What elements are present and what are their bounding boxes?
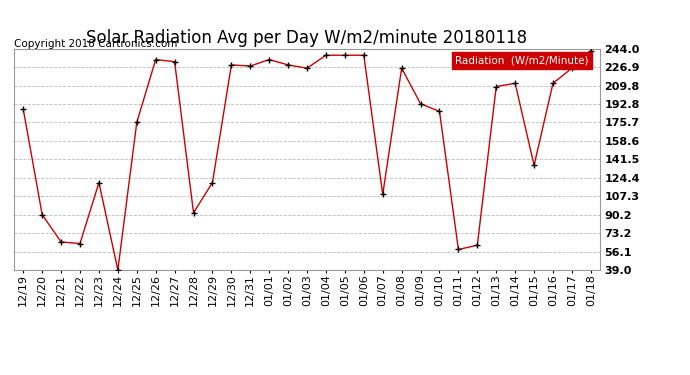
- Text: Copyright 2018 Cartronics.com: Copyright 2018 Cartronics.com: [14, 39, 177, 50]
- Text: Radiation  (W/m2/Minute): Radiation (W/m2/Minute): [455, 56, 589, 65]
- Title: Solar Radiation Avg per Day W/m2/minute 20180118: Solar Radiation Avg per Day W/m2/minute …: [86, 29, 528, 47]
